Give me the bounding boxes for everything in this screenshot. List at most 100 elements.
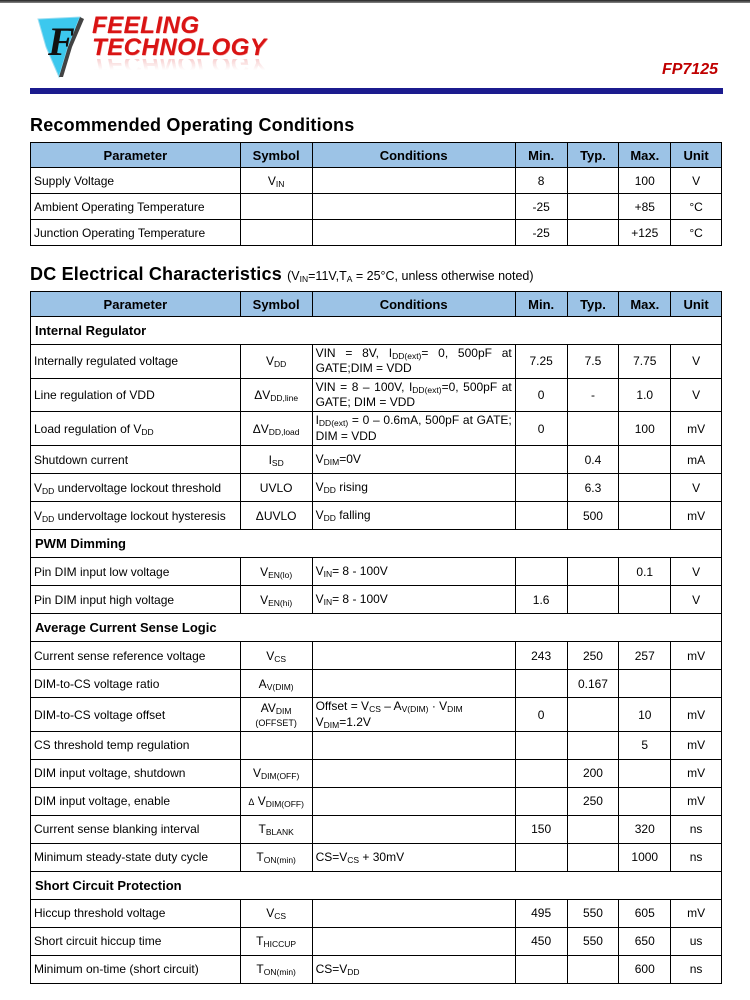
cell-parameter: VDD undervoltage lockout threshold	[30, 473, 241, 503]
cell-parameter: DIM input voltage, shutdown	[30, 758, 241, 788]
feeling-f-icon: F	[34, 15, 86, 84]
cell-typ	[566, 167, 620, 194]
cell-symbol: TON(min)	[239, 954, 313, 984]
cell-conditions	[311, 641, 516, 671]
section-label: PWM Dimming	[30, 529, 722, 559]
cell-symbol: VIN	[239, 167, 313, 194]
table-row: Internally regulated voltage VDD VIN = 8V,…	[30, 344, 722, 379]
cell-typ: 550	[566, 926, 620, 956]
cell-unit: mV	[670, 786, 722, 816]
cell-max: 100	[618, 411, 672, 447]
cell-symbol: Δ VDIM(OFF)	[239, 786, 313, 816]
cell-min	[514, 954, 568, 984]
table-row: Supply Voltage VIN 8 100 V	[30, 167, 722, 194]
dc-title-text: DC Electrical Characteristics	[30, 264, 282, 284]
col-header-symbol: Symbol	[239, 291, 313, 317]
table-row: Minimum on-time (short circuit) TON(min) C…	[30, 954, 722, 984]
cell-parameter: Line regulation of VDD	[30, 377, 241, 413]
cell-conditions	[311, 730, 516, 760]
table-header-row: Parameter Symbol Conditions Min. Typ. Ma…	[30, 142, 722, 168]
recommended-operating-conditions-table: Parameter Symbol Conditions Min. Typ. Ma…	[30, 142, 722, 246]
cell-parameter: CS threshold temp regulation	[30, 730, 241, 760]
cell-max: 1.0	[618, 377, 672, 413]
cell-symbol: ISD	[239, 445, 313, 475]
col-header-conditions: Conditions	[311, 142, 516, 168]
cell-unit: V	[670, 473, 722, 503]
cell-parameter: Shutdown current	[30, 445, 241, 475]
cell-min: 495	[514, 898, 568, 928]
cell-conditions	[311, 814, 516, 844]
cell-symbol: AVDIM (OFFSET)	[239, 697, 313, 732]
table-row: Minimum steady-state duty cycle TON(min) C…	[30, 842, 722, 872]
cell-parameter: DIM-to-CS voltage offset	[30, 697, 241, 732]
cell-typ	[566, 557, 620, 587]
dc-section-title: DC Electrical Characteristics (VIN=11V,T…	[30, 264, 722, 285]
cell-min	[514, 557, 568, 587]
cell-conditions: CS=VCS + 30mV	[311, 842, 516, 872]
cell-max: +125	[618, 219, 672, 246]
table-row: DIM input voltage, shutdown VDIM(OFF) 200 m…	[30, 758, 722, 788]
cell-conditions: VIN = 8V, IDD(ext)= 0, 500pF at GATE;DIM…	[311, 344, 516, 379]
cell-symbol	[239, 219, 313, 246]
col-header-max: Max.	[618, 142, 672, 168]
cell-symbol: VCS	[239, 898, 313, 928]
table-row: DIM-to-CS voltage offset AVDIM (OFFSET) Off…	[30, 697, 722, 732]
cell-parameter: Junction Operating Temperature	[30, 219, 241, 246]
table-header-row: Parameter Symbol Conditions Min. Typ. Ma…	[30, 291, 722, 317]
col-header-unit: Unit	[670, 142, 722, 168]
cell-symbol	[239, 730, 313, 760]
cell-unit: mA	[670, 445, 722, 475]
cell-parameter: Ambient Operating Temperature	[30, 193, 241, 220]
cell-max	[618, 445, 672, 475]
section-label: Average Current Sense Logic	[30, 613, 722, 643]
cell-unit: V	[670, 585, 722, 615]
cell-unit: °C	[670, 219, 722, 246]
cell-max	[618, 758, 672, 788]
cell-symbol: THICCUP	[239, 926, 313, 956]
page-top-edge	[0, 0, 750, 3]
cell-max: 5	[618, 730, 672, 760]
table-row: Short circuit hiccup time THICCUP 450 550 65…	[30, 926, 722, 956]
cell-typ	[566, 697, 620, 732]
cell-min	[514, 501, 568, 531]
cell-symbol: VDD	[239, 344, 313, 379]
cell-typ	[566, 730, 620, 760]
cell-symbol: VCS	[239, 641, 313, 671]
cell-parameter: Supply Voltage	[30, 167, 241, 194]
datasheet-body: Recommended Operating Conditions Paramet…	[30, 115, 722, 984]
cell-symbol: AV(DIM)	[239, 669, 313, 699]
dc-electrical-characteristics-table: Parameter Symbol Conditions Min. Typ. Ma…	[30, 291, 722, 984]
cell-min	[514, 445, 568, 475]
cell-conditions: CS=VDD	[311, 954, 516, 984]
cell-min	[514, 669, 568, 699]
table-row: CS threshold temp regulation 5 mV	[30, 730, 722, 760]
cell-conditions	[311, 193, 516, 220]
cell-min: 450	[514, 926, 568, 956]
cell-max: 600	[618, 954, 672, 984]
cell-conditions	[311, 758, 516, 788]
section-label: Internal Regulator	[30, 316, 722, 345]
table-row: Line regulation of VDD ΔVDD,line VIN = 8 –…	[30, 377, 722, 413]
cell-parameter: DIM-to-CS voltage ratio	[30, 669, 241, 699]
col-header-typ: Typ.	[566, 142, 620, 168]
cell-max	[618, 669, 672, 699]
cell-symbol: UVLO	[239, 473, 313, 503]
table-row: VDD undervoltage lockout threshold UVLO VD…	[30, 473, 722, 503]
col-header-max: Max.	[618, 291, 672, 317]
cell-symbol: VEN(lo)	[239, 557, 313, 587]
cell-conditions: IDD(ext) = 0 – 0.6mA, 500pF at GATE; DIM…	[311, 411, 516, 447]
cell-min	[514, 842, 568, 872]
cell-max	[618, 786, 672, 816]
section-label: Short Circuit Protection	[30, 870, 722, 900]
col-header-unit: Unit	[670, 291, 722, 317]
cell-unit: us	[670, 926, 722, 956]
cell-conditions: Offset = VCS – AV(DIM) · VDIM VDIM=1.2V	[311, 697, 516, 732]
cell-typ: 250	[566, 641, 620, 671]
cell-conditions	[311, 786, 516, 816]
cell-unit: mV	[670, 641, 722, 671]
cell-typ: -	[566, 377, 620, 413]
part-number: FP7125	[661, 61, 718, 78]
cell-symbol: TBLANK	[239, 814, 313, 844]
logo-line2: TECHNOLOGY	[92, 34, 267, 62]
cell-min: 0	[514, 697, 568, 732]
